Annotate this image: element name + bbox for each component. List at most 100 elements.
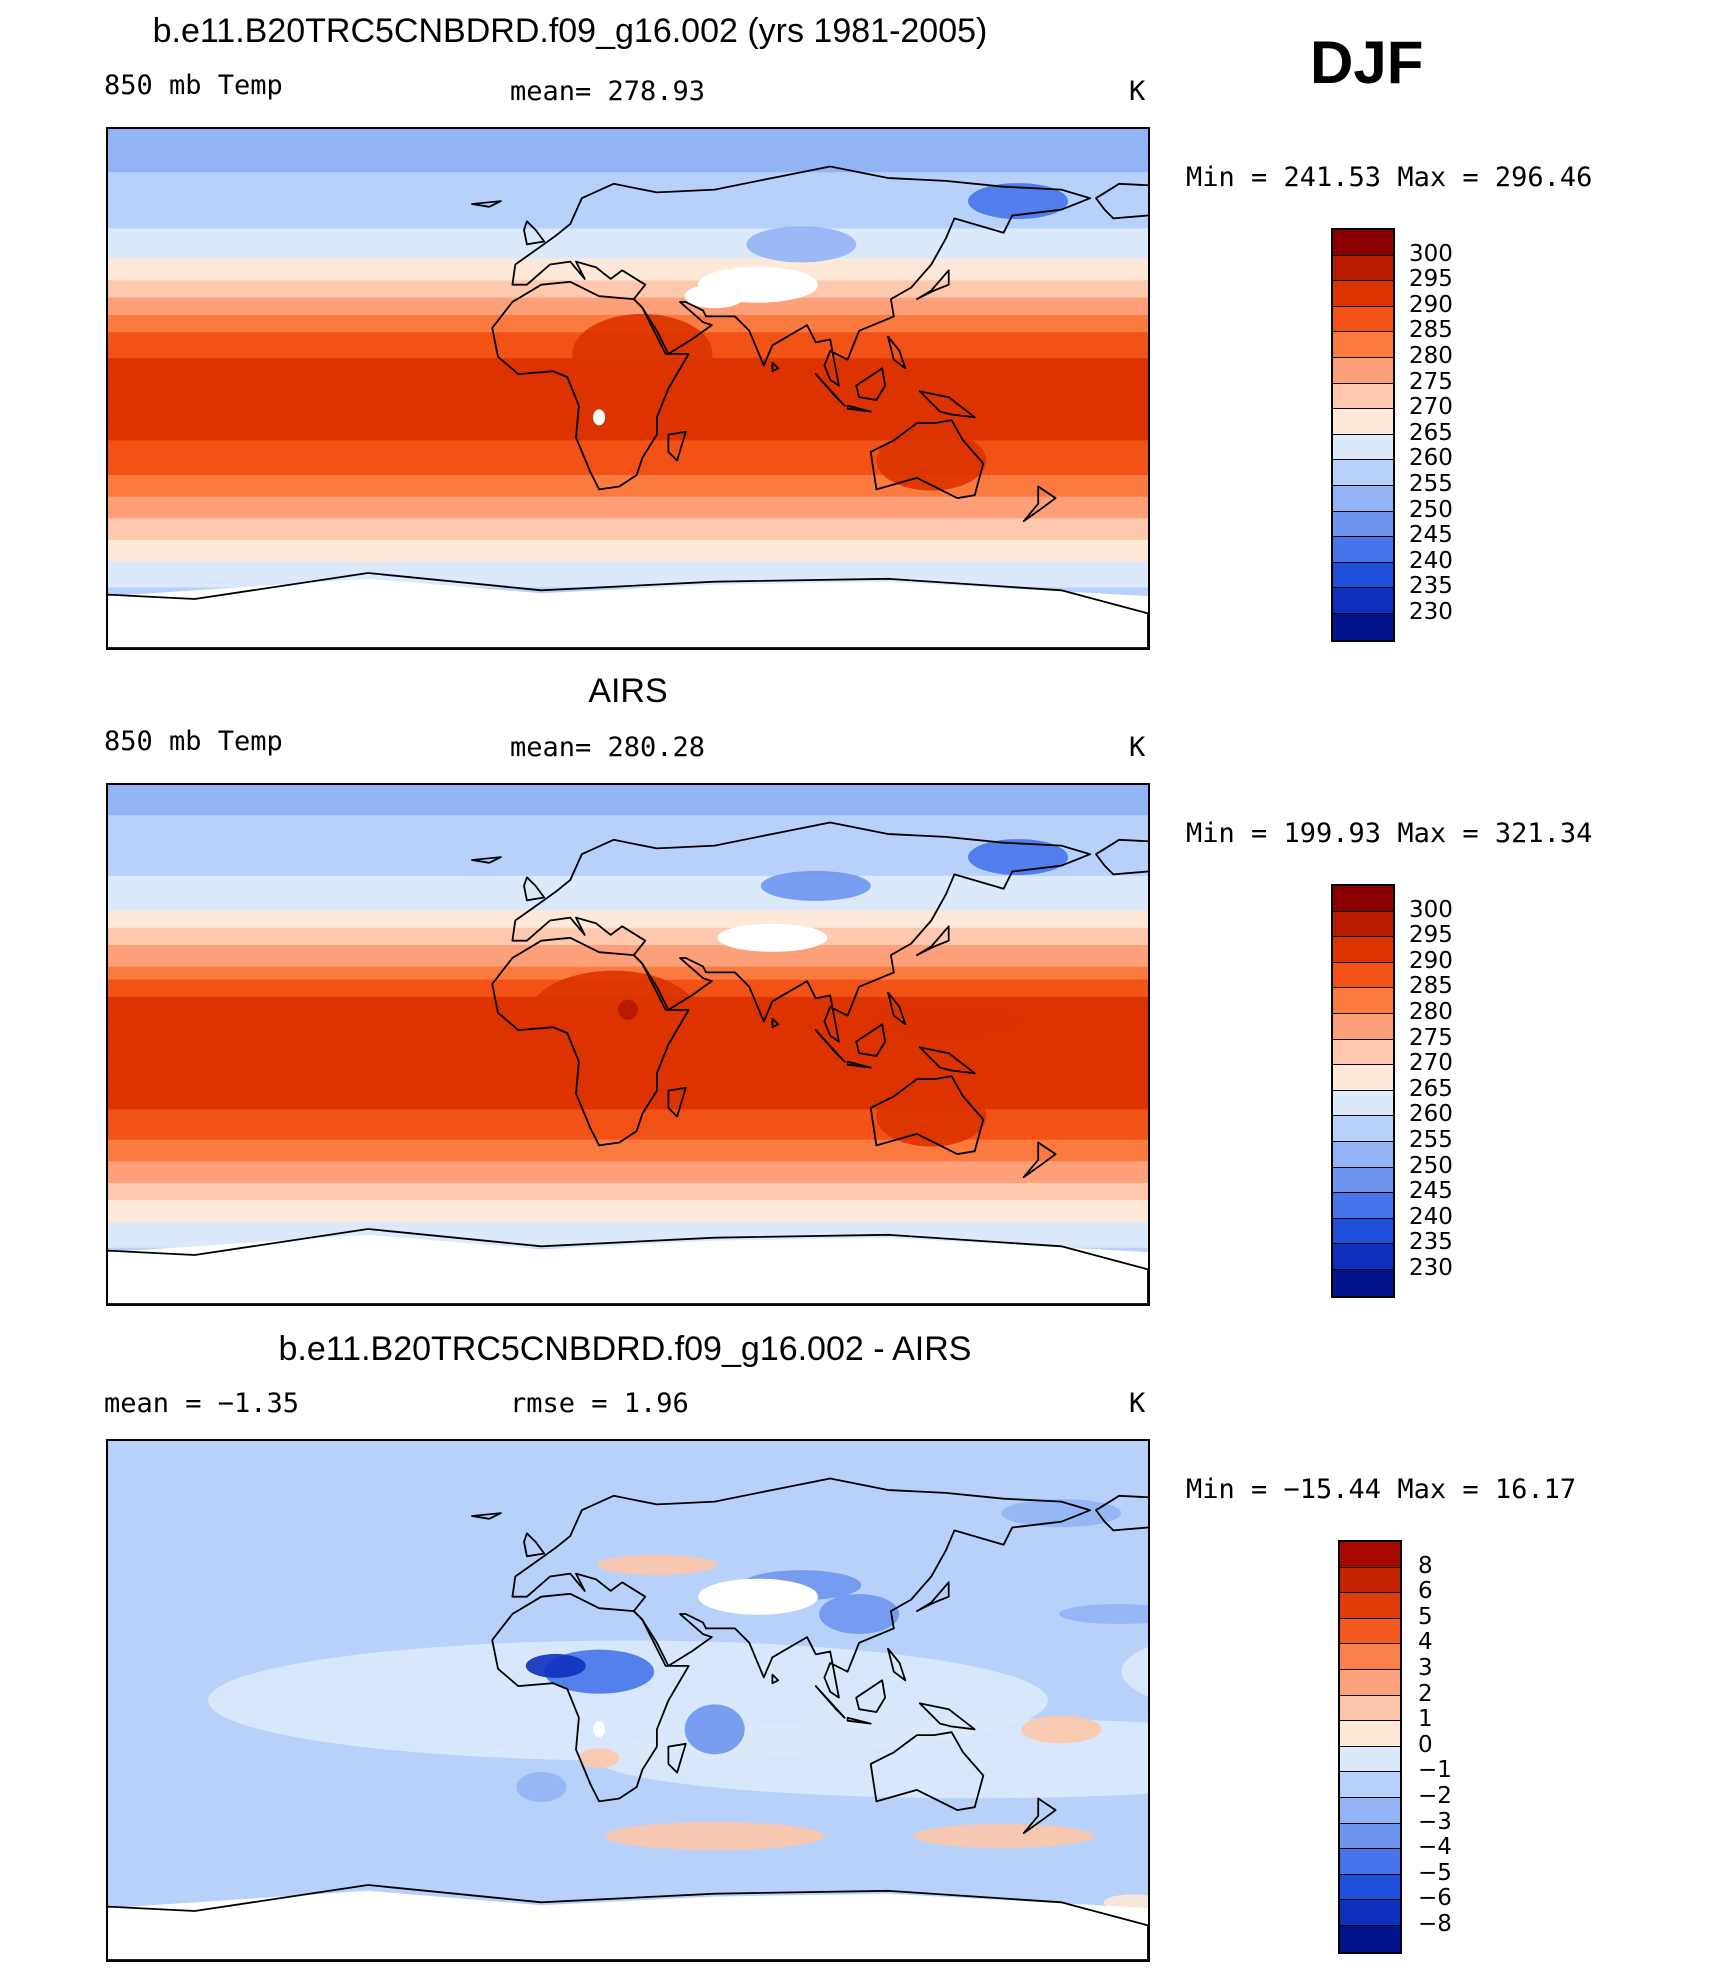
colorbar-swatch xyxy=(1333,911,1393,938)
panel3-colorbar xyxy=(1338,1540,1402,1954)
colorbar-tick-label: 295 xyxy=(1409,922,1453,949)
panel1-map xyxy=(106,127,1150,650)
panel3-units-label: K xyxy=(1129,1388,1146,1419)
colorbar-tick-label: 300 xyxy=(1409,896,1453,923)
colorbar-swatch xyxy=(1333,962,1393,989)
panel2-title: AIRS xyxy=(588,672,668,710)
colorbar-swatch xyxy=(1333,1013,1393,1040)
colorbar-swatch xyxy=(1333,1141,1393,1168)
colorbar-tick-label: 4 xyxy=(1418,1629,1433,1656)
colorbar-tick-label: 245 xyxy=(1409,522,1453,549)
colorbar-tick-label: 285 xyxy=(1409,973,1453,1000)
coastlines xyxy=(108,165,1148,648)
colorbar-swatch xyxy=(1340,1900,1400,1926)
coastlines xyxy=(108,1477,1148,1960)
colorbar-tick-label: 270 xyxy=(1409,394,1453,421)
colorbar-swatch xyxy=(1333,230,1393,256)
colorbar-tick-label: −6 xyxy=(1418,1885,1452,1912)
colorbar-swatch xyxy=(1340,1567,1400,1594)
map-field xyxy=(108,129,1148,648)
colorbar-tick-label: 280 xyxy=(1409,343,1453,369)
colorbar-swatch xyxy=(1333,1193,1393,1219)
colorbar-tick-label: 255 xyxy=(1409,471,1453,497)
colorbar-swatch xyxy=(1340,1618,1400,1645)
colorbar-swatch xyxy=(1333,281,1393,307)
panel1-title: b.e11.B20TRC5CNBDRD.f09_g16.002 (yrs 198… xyxy=(152,12,988,50)
colorbar-tick-label: 280 xyxy=(1409,999,1453,1025)
colorbar-swatch xyxy=(1333,255,1393,282)
colorbar-swatch xyxy=(1333,409,1393,435)
colorbar-swatch xyxy=(1340,1925,1400,1952)
season-label: DJF xyxy=(1310,29,1424,96)
colorbar-tick-label: 260 xyxy=(1409,1101,1453,1128)
colorbar-swatch xyxy=(1333,434,1393,461)
coastlines xyxy=(108,821,1148,1304)
colorbar-swatch xyxy=(1340,1593,1400,1619)
colorbar-tick-label: 300 xyxy=(1409,240,1453,267)
panel1-units-label: K xyxy=(1129,76,1146,107)
colorbar-swatch xyxy=(1333,1039,1393,1066)
colorbar-tick-label: 3 xyxy=(1418,1655,1433,1681)
panel1-colorbar xyxy=(1331,228,1395,642)
colorbar-tick-label: 265 xyxy=(1409,1075,1453,1102)
map-field xyxy=(108,1441,1148,1960)
colorbar-tick-label: 6 xyxy=(1418,1578,1433,1605)
colorbar-swatch xyxy=(1333,357,1393,384)
panel1-mean-label: mean= 278.93 xyxy=(510,76,706,107)
colorbar-tick-label: 245 xyxy=(1409,1178,1453,1205)
colorbar-tick-label: 5 xyxy=(1418,1603,1433,1630)
colorbar-swatch xyxy=(1333,613,1393,640)
colorbar-swatch xyxy=(1333,332,1393,358)
map-field xyxy=(108,785,1148,1304)
colorbar-swatch xyxy=(1333,537,1393,563)
panel1-minmax: Min = 241.53 Max = 296.46 xyxy=(1186,162,1593,193)
colorbar-swatch xyxy=(1340,1669,1400,1696)
colorbar-swatch xyxy=(1333,1218,1393,1245)
colorbar-swatch xyxy=(1340,1823,1400,1850)
colorbar-tick-label: −1 xyxy=(1418,1757,1452,1784)
colorbar-tick-label: −4 xyxy=(1418,1834,1452,1861)
colorbar-swatch xyxy=(1340,1874,1400,1901)
colorbar-swatch xyxy=(1333,886,1393,912)
panel2-map xyxy=(106,783,1150,1306)
colorbar-swatch xyxy=(1333,1116,1393,1142)
colorbar-tick-label: 265 xyxy=(1409,419,1453,446)
panel1-variable-label: 850 mb Temp xyxy=(104,70,283,101)
colorbar-tick-label: 240 xyxy=(1409,547,1453,574)
colorbar-swatch xyxy=(1333,485,1393,512)
colorbar-swatch xyxy=(1333,1167,1393,1194)
colorbar-swatch xyxy=(1333,306,1393,333)
colorbar-tick-label: 285 xyxy=(1409,317,1453,344)
colorbar-tick-label: 290 xyxy=(1409,947,1453,974)
colorbar-tick-label: 8 xyxy=(1418,1552,1433,1579)
colorbar-tick-label: 275 xyxy=(1409,1024,1453,1051)
colorbar-swatch xyxy=(1333,383,1393,410)
colorbar-tick-label: 235 xyxy=(1409,1229,1453,1256)
panel3-map xyxy=(106,1439,1150,1962)
colorbar-swatch xyxy=(1340,1797,1400,1824)
colorbar-tick-label: 230 xyxy=(1409,599,1453,625)
colorbar-tick-label: 0 xyxy=(1418,1731,1433,1758)
colorbar-tick-label: 2 xyxy=(1418,1680,1433,1707)
colorbar-tick-label: −3 xyxy=(1418,1808,1452,1835)
colorbar-swatch xyxy=(1333,1244,1393,1270)
panel2-units-label: K xyxy=(1129,732,1146,763)
panel2-minmax: Min = 199.93 Max = 321.34 xyxy=(1186,818,1593,849)
colorbar-swatch xyxy=(1333,1269,1393,1296)
colorbar-tick-label: 275 xyxy=(1409,368,1453,395)
colorbar-swatch xyxy=(1333,588,1393,614)
colorbar-swatch xyxy=(1333,511,1393,538)
colorbar-tick-label: −8 xyxy=(1418,1911,1452,1937)
panel3-title: b.e11.B20TRC5CNBDRD.f09_g16.002 - AIRS xyxy=(278,1330,972,1368)
colorbar-swatch xyxy=(1340,1772,1400,1798)
panel3-rmse-label: rmse = 1.96 xyxy=(510,1388,689,1419)
colorbar-swatch xyxy=(1340,1746,1400,1773)
panel3-mean-label: mean = −1.35 xyxy=(104,1388,300,1419)
colorbar-swatch xyxy=(1333,562,1393,589)
colorbar-tick-label: 270 xyxy=(1409,1050,1453,1077)
colorbar-tick-label: 250 xyxy=(1409,1152,1453,1179)
panel3-minmax: Min = −15.44 Max = 16.17 xyxy=(1186,1474,1577,1505)
colorbar-swatch xyxy=(1340,1695,1400,1722)
colorbar-tick-label: 295 xyxy=(1409,266,1453,293)
colorbar-swatch xyxy=(1333,988,1393,1014)
